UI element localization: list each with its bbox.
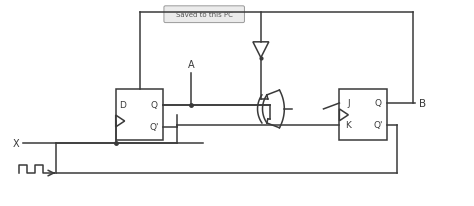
Text: Saved to this PC: Saved to this PC: [176, 12, 233, 18]
Text: Q: Q: [374, 99, 382, 108]
Bar: [116, 90, 164, 141]
Text: D: D: [119, 101, 126, 110]
Bar: [339, 90, 387, 141]
Text: Q': Q': [374, 121, 383, 130]
Text: X: X: [13, 139, 19, 149]
Text: J: J: [347, 99, 350, 108]
Text: K: K: [346, 121, 351, 130]
Text: Q: Q: [151, 101, 158, 110]
Text: B: B: [419, 98, 426, 109]
Text: Q': Q': [150, 123, 159, 132]
FancyBboxPatch shape: [164, 7, 245, 23]
Text: A: A: [188, 60, 195, 70]
